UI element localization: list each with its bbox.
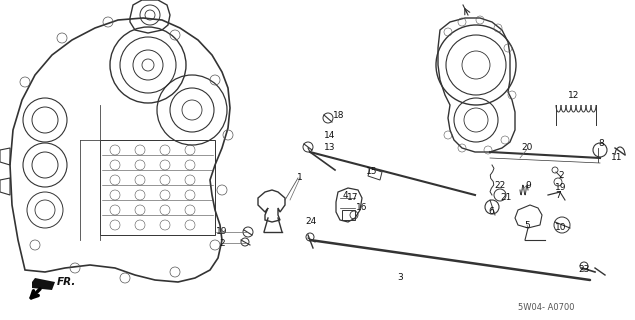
Polygon shape bbox=[32, 278, 55, 290]
Text: 7: 7 bbox=[555, 191, 561, 201]
Text: 8: 8 bbox=[598, 140, 604, 148]
Text: 12: 12 bbox=[568, 92, 580, 100]
Text: 23: 23 bbox=[578, 266, 590, 275]
Text: 2: 2 bbox=[219, 238, 225, 247]
Text: FR.: FR. bbox=[57, 277, 76, 287]
Text: 20: 20 bbox=[521, 143, 533, 153]
Text: 2: 2 bbox=[558, 172, 564, 180]
Text: 19: 19 bbox=[217, 228, 228, 236]
Text: 9: 9 bbox=[525, 180, 531, 189]
Text: 6: 6 bbox=[488, 206, 494, 215]
Text: 22: 22 bbox=[495, 180, 505, 189]
Text: 24: 24 bbox=[305, 218, 317, 227]
Text: 3: 3 bbox=[397, 274, 403, 283]
Text: 21: 21 bbox=[500, 194, 512, 203]
Text: 17: 17 bbox=[347, 193, 359, 202]
Text: 15: 15 bbox=[366, 167, 378, 177]
Text: 19: 19 bbox=[555, 182, 567, 191]
Text: 1: 1 bbox=[297, 173, 303, 182]
Text: 10: 10 bbox=[555, 223, 567, 233]
Text: 14: 14 bbox=[324, 131, 336, 140]
Text: 5W04- A0700: 5W04- A0700 bbox=[518, 303, 575, 313]
Text: 5: 5 bbox=[524, 220, 530, 229]
Text: 18: 18 bbox=[333, 110, 345, 119]
Text: 13: 13 bbox=[324, 143, 336, 153]
Text: 11: 11 bbox=[612, 153, 623, 162]
Text: 4: 4 bbox=[342, 191, 348, 201]
Text: 16: 16 bbox=[356, 203, 368, 212]
